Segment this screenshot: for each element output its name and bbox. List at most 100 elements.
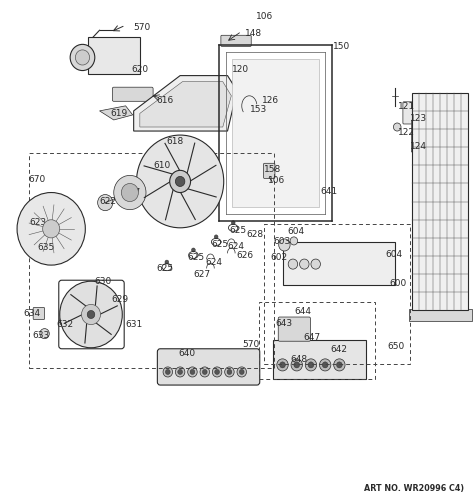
Polygon shape [100,106,133,120]
Text: 616: 616 [156,96,173,105]
Text: 618: 618 [167,137,184,146]
Text: 634: 634 [24,309,41,318]
Text: 124: 124 [410,142,427,151]
Circle shape [170,170,191,193]
FancyBboxPatch shape [409,309,472,321]
Circle shape [311,259,320,269]
Circle shape [225,367,234,377]
FancyBboxPatch shape [264,163,275,178]
Text: 620: 620 [131,65,148,74]
Text: 122: 122 [398,128,415,137]
Text: 123: 123 [410,114,427,123]
Text: 624: 624 [228,242,245,251]
Circle shape [188,367,197,377]
Text: 624: 624 [206,258,223,267]
Circle shape [98,195,113,211]
Bar [259,302,375,379]
Text: 631: 631 [125,320,142,329]
Bar [412,93,468,310]
Text: 630: 630 [95,277,112,286]
Circle shape [337,362,342,368]
Text: 650: 650 [388,342,405,351]
Text: 633: 633 [32,331,49,340]
Text: 625: 625 [211,240,228,249]
Circle shape [214,235,218,239]
Circle shape [291,359,302,371]
Text: 619: 619 [111,109,128,118]
Circle shape [60,281,122,348]
Text: 629: 629 [112,295,129,304]
Circle shape [60,313,73,328]
Text: 643: 643 [276,319,293,328]
Polygon shape [134,76,237,131]
Circle shape [137,135,224,228]
Text: 153: 153 [250,105,267,114]
Text: 602: 602 [270,253,287,262]
Text: 647: 647 [303,333,320,342]
Text: 637: 637 [123,188,140,197]
Circle shape [121,183,138,202]
Text: 121: 121 [398,102,415,111]
Circle shape [175,367,185,377]
Circle shape [178,369,182,374]
Circle shape [393,123,401,131]
Circle shape [200,367,210,377]
FancyBboxPatch shape [157,349,260,385]
FancyBboxPatch shape [283,242,395,285]
Circle shape [202,369,207,374]
Circle shape [280,362,285,368]
Text: 670: 670 [28,175,46,184]
Polygon shape [140,82,231,127]
Text: 628: 628 [246,230,264,239]
Text: 106: 106 [256,12,273,21]
Circle shape [334,359,345,371]
Text: 648: 648 [290,355,307,364]
Circle shape [215,369,219,374]
Text: 148: 148 [245,29,262,38]
FancyBboxPatch shape [33,307,45,320]
FancyBboxPatch shape [34,243,68,258]
Circle shape [87,310,95,319]
Circle shape [231,221,235,225]
Circle shape [288,259,298,269]
Circle shape [191,248,195,252]
FancyBboxPatch shape [278,317,310,341]
Bar [264,224,410,364]
Circle shape [70,44,95,71]
Text: 625: 625 [229,226,246,235]
Circle shape [305,359,317,371]
Circle shape [237,367,246,377]
Text: ART NO. WR20996 C4): ART NO. WR20996 C4) [365,484,465,493]
Text: 625: 625 [188,253,205,262]
Circle shape [163,367,173,377]
Text: 570: 570 [134,23,151,32]
Text: 150: 150 [333,42,350,51]
Text: 622: 622 [100,197,117,206]
Text: 626: 626 [236,250,253,260]
FancyBboxPatch shape [264,85,277,110]
Text: 600: 600 [390,279,407,288]
Text: 603: 603 [273,237,290,246]
Text: 158: 158 [264,165,282,174]
Circle shape [75,50,90,65]
Circle shape [212,367,222,377]
Text: 610: 610 [154,161,171,170]
Text: 640: 640 [178,349,195,358]
Text: 635: 635 [38,243,55,253]
Circle shape [114,175,146,210]
FancyBboxPatch shape [411,120,419,152]
FancyBboxPatch shape [403,102,412,124]
Circle shape [308,362,314,368]
Circle shape [165,369,170,374]
Text: 641: 641 [320,187,337,196]
Bar [29,153,274,368]
Circle shape [300,259,309,269]
Text: 644: 644 [294,307,311,316]
Circle shape [165,260,169,264]
Circle shape [17,193,85,265]
Circle shape [40,329,49,339]
Circle shape [294,362,300,368]
Text: 642: 642 [330,345,347,354]
Circle shape [43,220,60,238]
Text: 623: 623 [29,218,46,227]
